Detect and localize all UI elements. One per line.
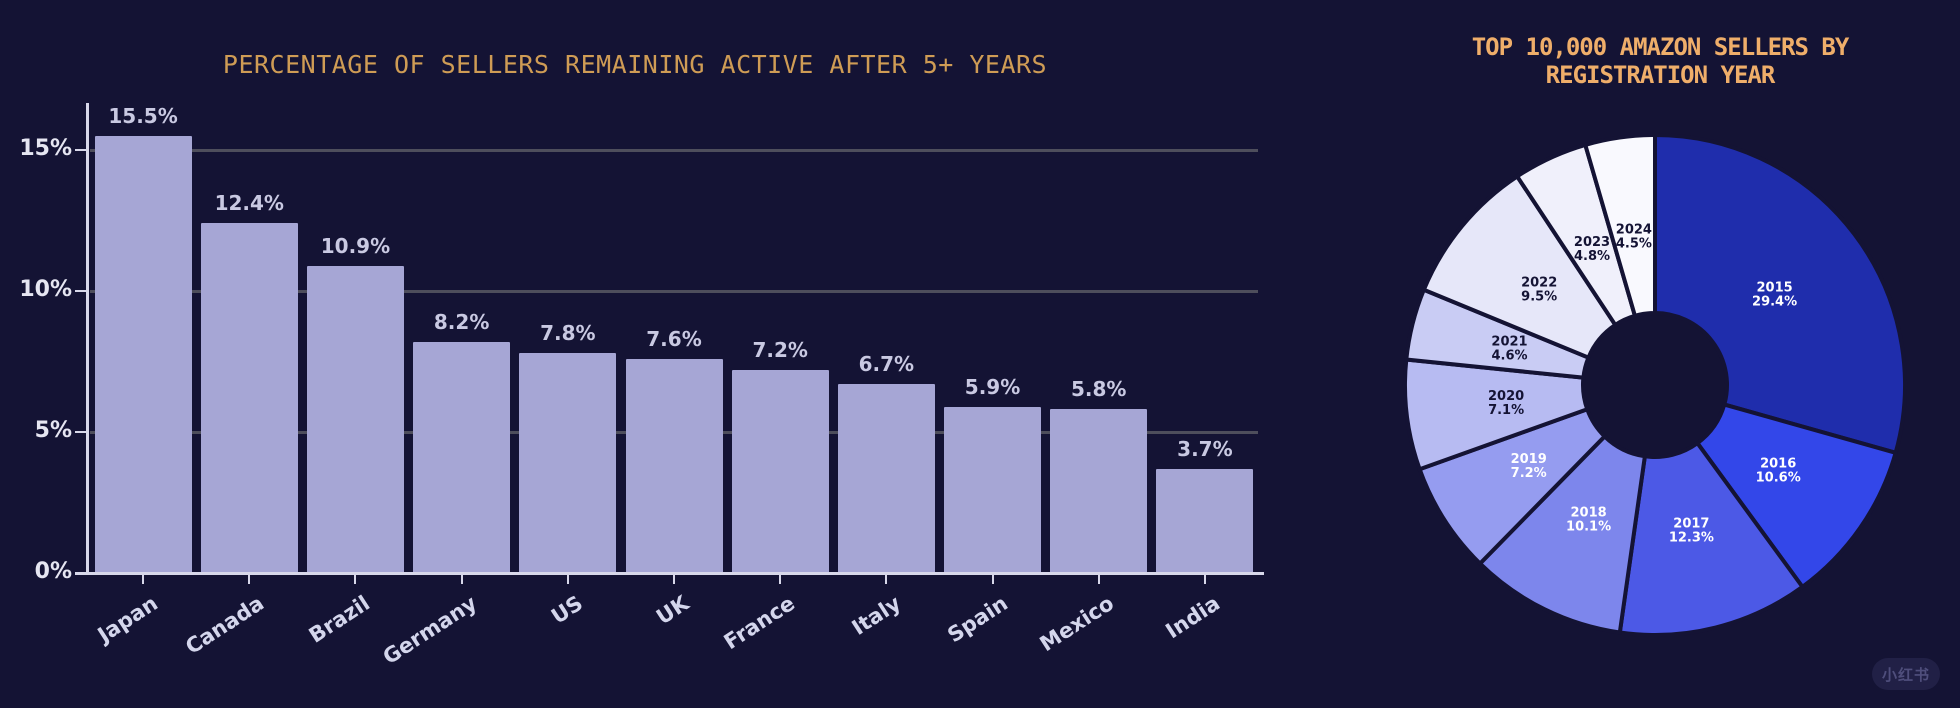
bar-chart-panel: PERCENTAGE OF SELLERS REMAINING ACTIVE A… — [19, 50, 1264, 669]
x-tick-mark — [673, 575, 675, 584]
bar-value-label-japan: 15.5% — [108, 103, 178, 128]
gridline-15% — [90, 148, 1258, 152]
pie-slice-2016 — [1694, 402, 1899, 590]
pie-label-2020: 2020 7.1% — [1488, 389, 1524, 418]
bar-spain — [944, 406, 1042, 573]
x-tick-mark — [1203, 575, 1206, 584]
bar-india — [1156, 468, 1254, 573]
bar-value-label-uk: 7.6% — [646, 326, 702, 351]
pie-label-2021: 2021 4.6% — [1491, 334, 1527, 363]
pie-label-2016: 2016 10.6% — [1756, 457, 1801, 486]
y-tick-mark — [75, 290, 87, 292]
pie-slice-2022 — [1421, 173, 1619, 361]
bar-germany — [413, 341, 511, 573]
bar-japan — [94, 135, 192, 573]
pie-slice-2018 — [1477, 433, 1648, 635]
bar-canada — [200, 223, 298, 573]
y-tick-label: 0% — [34, 559, 72, 584]
x-axis — [75, 572, 1264, 575]
pie-chart-panel: TOP 10,000 AMAZON SELLERS BY REGISTRATIO… — [1340, 0, 1960, 708]
bar-value-label-india: 3.7% — [1177, 436, 1233, 461]
y-tick-label: 15% — [19, 136, 72, 161]
pie-label-2019: 2019 7.2% — [1511, 452, 1547, 481]
donut-chart: 2015 29.4% 2016 10.6% 2017 12.3% 2018 10.1% 2019… — [1403, 132, 1907, 637]
bar-value-label-germany: 8.2% — [433, 309, 490, 334]
y-tick-mark — [75, 149, 87, 151]
x-tick-mark — [885, 575, 888, 584]
pie-label-2024: 2024 4.5% — [1616, 223, 1652, 252]
x-tick-mark — [354, 575, 357, 584]
gridline-10% — [90, 289, 1258, 293]
bar-value-label-mexico: 5.8% — [1070, 377, 1127, 402]
pie-label-2023: 2023 4.8% — [1574, 235, 1610, 264]
pie-chart-title-line2: REGISTRATION YEAR — [1545, 61, 1776, 89]
bar-value-label-brazil: 10.9% — [320, 233, 391, 258]
pie-label-2022: 2022 9.5% — [1521, 276, 1557, 305]
bar-italy — [837, 384, 935, 573]
pie-slice-2024 — [1582, 132, 1657, 319]
x-tick-mark — [248, 575, 251, 584]
pie-chart-title: TOP 10,000 AMAZON SELLERS BY REGISTRATIO… — [1400, 33, 1920, 89]
x-tick-mark — [779, 575, 782, 584]
bar-uk — [625, 358, 723, 573]
x-tick-mark — [142, 575, 145, 584]
pie-label-2017: 2017 12.3% — [1669, 517, 1714, 546]
y-tick-mark — [75, 431, 87, 433]
bar-value-label-france: 7.2% — [752, 337, 808, 362]
y-axis — [86, 103, 89, 575]
xiaohongshu-watermark-badge: 小红书 — [1872, 658, 1940, 690]
bar-brazil — [306, 265, 404, 573]
bar-chart-title: PERCENTAGE OF SELLERS REMAINING ACTIVE A… — [222, 50, 1048, 79]
bar-value-label-canada: 12.4% — [214, 191, 284, 216]
y-tick-label: 5% — [34, 418, 72, 443]
x-tick-mark — [566, 575, 569, 584]
pie-slice-2017 — [1617, 440, 1806, 637]
bar-mexico — [1050, 409, 1148, 573]
x-tick-mark — [460, 575, 463, 584]
bar-us — [519, 353, 617, 573]
pie-slice-2015 — [1653, 132, 1907, 456]
x-tick-mark — [1097, 575, 1100, 584]
bar-value-label-spain: 5.9% — [964, 374, 1021, 399]
pie-label-2018: 2018 10.1% — [1566, 506, 1611, 535]
pie-label-2015: 2015 29.4% — [1752, 281, 1797, 310]
y-tick-label: 10% — [19, 277, 72, 302]
pie-chart-title-line1: TOP 10,000 AMAZON SELLERS BY — [1471, 33, 1850, 61]
x-tick-mark — [991, 575, 994, 584]
bar-france — [731, 369, 829, 573]
bar-value-label-us: 7.8% — [540, 321, 596, 346]
watermark-text: 小红书 — [1881, 665, 1930, 684]
bar-value-label-italy: 6.7% — [858, 352, 915, 377]
